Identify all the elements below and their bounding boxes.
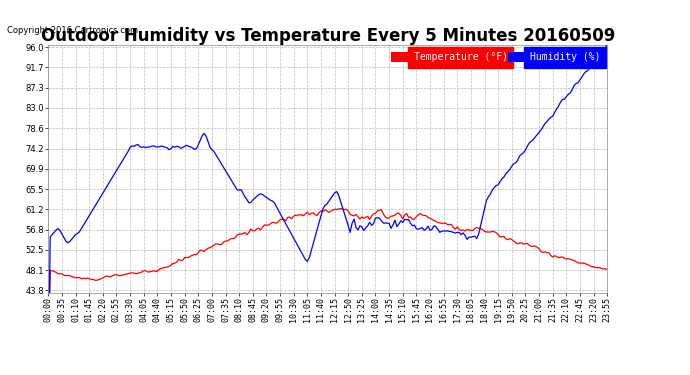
Legend: Temperature (°F), Humidity (%): Temperature (°F), Humidity (%) [389,50,602,64]
Title: Outdoor Humidity vs Temperature Every 5 Minutes 20160509: Outdoor Humidity vs Temperature Every 5 … [41,27,615,45]
Text: Copyright 2016 Cartronics.com: Copyright 2016 Cartronics.com [7,26,138,35]
